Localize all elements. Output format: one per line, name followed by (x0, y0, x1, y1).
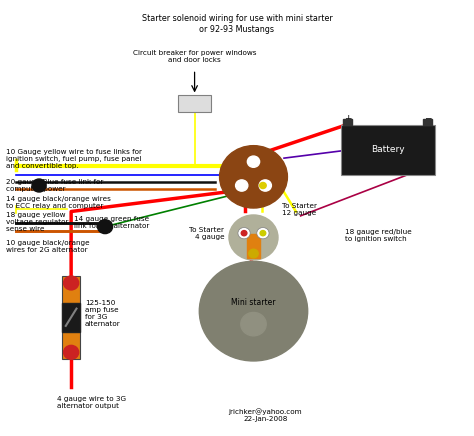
Text: 10 Gauge yellow wire to fuse links for
ignition switch, fuel pump, fuse panel
an: 10 Gauge yellow wire to fuse links for i… (6, 149, 142, 169)
Circle shape (241, 313, 266, 336)
Circle shape (260, 231, 266, 236)
Circle shape (98, 220, 113, 234)
Bar (178, 95, 211, 112)
Circle shape (32, 179, 46, 192)
Circle shape (219, 146, 287, 208)
Text: To Starter
12 gauge: To Starter 12 gauge (282, 203, 317, 216)
Circle shape (260, 183, 266, 188)
Bar (423, 119, 432, 125)
Bar (247, 234, 260, 258)
Circle shape (238, 228, 250, 239)
Text: 4 gauge wire to 3G
alternator output: 4 gauge wire to 3G alternator output (57, 395, 127, 409)
Circle shape (229, 215, 278, 260)
Circle shape (199, 261, 308, 361)
Text: 18 gauge yellow
voltage regulator
sense wire: 18 gauge yellow voltage regulator sense … (6, 212, 69, 232)
Circle shape (257, 228, 269, 239)
Bar (344, 119, 352, 125)
Text: 20 gauge Blue fuse link for
computer power: 20 gauge Blue fuse link for computer pow… (6, 179, 103, 192)
Text: −: − (424, 114, 432, 123)
Circle shape (64, 276, 79, 290)
Circle shape (249, 249, 258, 258)
Circle shape (241, 231, 247, 236)
Circle shape (236, 180, 248, 191)
Text: Battery: Battery (371, 145, 405, 154)
Text: jrichker@yahoo.com
22-Jan-2008: jrichker@yahoo.com 22-Jan-2008 (228, 408, 302, 422)
Text: 10 gauge black/orange
wires for 2G alternator: 10 gauge black/orange wires for 2G alter… (6, 240, 90, 252)
Text: 125-150
amp fuse
for 3G
alternator: 125-150 amp fuse for 3G alternator (85, 300, 120, 327)
Bar (341, 125, 435, 175)
Circle shape (64, 345, 79, 359)
Text: 14 gauge green fuse
link for 2G alternator: 14 gauge green fuse link for 2G alternat… (74, 216, 150, 229)
Text: 14 gauge black/orange wires
to ECC relay and computer: 14 gauge black/orange wires to ECC relay… (6, 196, 111, 209)
Text: Circuit breaker for power windows
and door locks: Circuit breaker for power windows and do… (133, 50, 256, 63)
Text: To Starter
4 gauge: To Starter 4 gauge (189, 227, 224, 240)
Circle shape (259, 180, 272, 191)
Text: +: + (344, 114, 352, 123)
Bar (62, 276, 80, 359)
Circle shape (247, 156, 260, 167)
Text: 18 gauge red/blue
to ignition switch: 18 gauge red/blue to ignition switch (346, 229, 412, 242)
Bar (62, 303, 80, 332)
Text: Mini starter: Mini starter (231, 298, 276, 307)
Text: Starter solenoid wiring for use with mini starter
or 92-93 Mustangs: Starter solenoid wiring for use with min… (142, 14, 332, 34)
